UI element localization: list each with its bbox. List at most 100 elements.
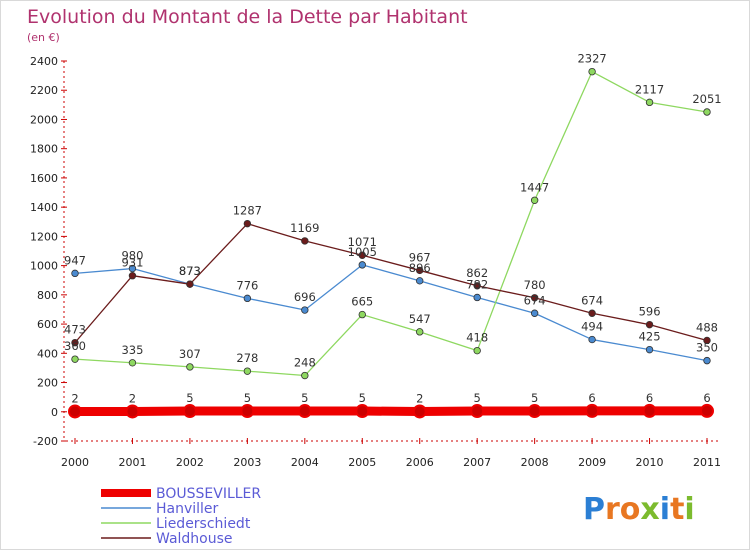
series-line-bousseviller <box>70 406 712 416</box>
data-point-bousseviller <box>527 404 542 419</box>
y-tick-label: 1000 <box>30 260 58 273</box>
data-point-liederschiedt <box>71 355 79 363</box>
y-tick-label: 2400 <box>30 55 58 68</box>
data-label-waldhouse: 1287 <box>233 204 262 218</box>
data-label-hanviller: 350 <box>696 341 718 355</box>
data-label-waldhouse: 862 <box>466 266 488 280</box>
data-label-liederschiedt: 248 <box>294 356 316 370</box>
logo-letter: o <box>620 492 641 527</box>
data-point-liederschiedt <box>645 98 654 107</box>
data-label-waldhouse: 967 <box>409 250 431 264</box>
data-label-liederschiedt: 278 <box>236 351 258 365</box>
x-tick-label: 2005 <box>348 456 376 469</box>
data-label-hanviller: 674 <box>524 293 546 307</box>
data-point-hanviller <box>473 293 481 302</box>
data-label-hanviller: 947 <box>64 253 86 267</box>
data-point-liederschiedt <box>473 346 481 355</box>
data-point-bousseviller <box>297 404 312 419</box>
data-point-hanviller <box>128 264 137 273</box>
data-label-hanviller: 776 <box>236 278 258 292</box>
data-point-liederschiedt <box>416 328 424 336</box>
y-tick-label: 1200 <box>30 230 58 243</box>
data-label-liederschiedt: 665 <box>351 295 373 309</box>
data-label-liederschiedt: 1447 <box>520 180 549 194</box>
data-point-waldhouse <box>301 237 309 245</box>
data-label-liederschiedt: 418 <box>466 331 488 345</box>
data-label-bousseviller: 5 <box>244 391 251 405</box>
data-point-bousseviller <box>470 404 485 419</box>
data-label-waldhouse: 780 <box>524 278 546 292</box>
data-label-bousseviller: 5 <box>531 391 538 405</box>
data-label-bousseviller: 6 <box>588 391 595 405</box>
data-point-liederschiedt <box>243 367 252 375</box>
y-tick-label: 2200 <box>30 84 58 97</box>
data-label-hanviller: 425 <box>639 330 661 344</box>
data-point-hanviller <box>530 309 539 317</box>
data-point-waldhouse <box>645 320 654 329</box>
data-point-bousseviller <box>700 403 714 418</box>
data-point-bousseviller <box>642 403 657 418</box>
logo-letter: r <box>605 492 620 527</box>
data-point-bousseviller <box>585 403 600 418</box>
data-point-waldhouse <box>358 251 366 259</box>
data-point-waldhouse <box>588 309 596 317</box>
data-label-liederschiedt: 360 <box>64 339 86 353</box>
logo-letter: P <box>583 492 605 527</box>
data-point-liederschiedt <box>186 363 194 371</box>
y-tick-label: 0 <box>51 406 58 419</box>
data-label-bousseviller: 5 <box>186 391 193 405</box>
legend-label-liederschiedt: Liederschiedt <box>156 516 251 532</box>
data-point-bousseviller <box>125 404 140 419</box>
y-tick-label: 1600 <box>30 172 58 185</box>
data-label-liederschiedt: 547 <box>409 312 431 326</box>
data-point-hanviller <box>416 277 424 285</box>
data-label-hanviller: 873 <box>179 264 201 278</box>
data-point-waldhouse <box>71 338 79 347</box>
data-label-liederschiedt: 307 <box>179 347 201 361</box>
data-label-waldhouse: 674 <box>581 293 603 307</box>
data-label-bousseviller: 6 <box>646 391 653 405</box>
data-label-hanviller: 494 <box>581 320 603 334</box>
y-tick-label: 600 <box>37 318 58 331</box>
legend-label-bousseviller: BOUSSEVILLER <box>156 486 261 502</box>
x-tick-label: 2000 <box>61 456 89 469</box>
data-label-bousseviller: 2 <box>129 391 136 405</box>
data-label-bousseviller: 5 <box>359 391 366 405</box>
data-label-liederschiedt: 335 <box>121 343 143 357</box>
data-point-hanviller <box>588 335 596 344</box>
data-label-bousseviller: 5 <box>474 391 481 405</box>
x-tick-label: 2003 <box>233 456 261 469</box>
data-point-waldhouse <box>473 282 481 290</box>
data-label-bousseviller: 6 <box>703 391 710 405</box>
legend-label-hanviller: Hanviller <box>156 501 219 517</box>
data-label-waldhouse: 473 <box>64 323 86 337</box>
data-point-hanviller <box>358 261 366 269</box>
data-point-waldhouse <box>128 272 137 280</box>
data-label-waldhouse: 1071 <box>348 235 377 249</box>
data-point-waldhouse <box>243 219 252 228</box>
x-tick-label: 2002 <box>176 456 204 469</box>
proxiti-logo: Proxiti <box>583 492 695 527</box>
y-tick-label: -200 <box>33 435 58 448</box>
logo-letter: x <box>640 492 659 527</box>
data-point-waldhouse <box>416 266 424 275</box>
data-label-hanviller: 782 <box>466 277 488 291</box>
data-point-hanviller <box>645 345 654 354</box>
data-label-waldhouse: 596 <box>639 305 661 319</box>
data-point-waldhouse <box>530 294 539 302</box>
series-line-hanviller <box>74 264 708 362</box>
y-tick-label: 800 <box>37 289 58 302</box>
data-point-hanviller <box>301 306 309 314</box>
y-tick-label: 200 <box>37 377 58 390</box>
x-tick-label: 2009 <box>578 456 606 469</box>
data-label-waldhouse: 873 <box>179 264 201 278</box>
data-point-hanviller <box>703 356 711 365</box>
data-label-bousseviller: 5 <box>301 391 308 405</box>
data-label-liederschiedt: 2051 <box>692 92 721 106</box>
x-tick-label: 2004 <box>291 456 319 469</box>
data-label-waldhouse: 1169 <box>290 221 319 235</box>
data-label-bousseviller: 2 <box>416 391 423 405</box>
x-tick-label: 2008 <box>521 456 549 469</box>
data-point-bousseviller <box>182 404 197 419</box>
x-tick-label: 2006 <box>406 456 434 469</box>
